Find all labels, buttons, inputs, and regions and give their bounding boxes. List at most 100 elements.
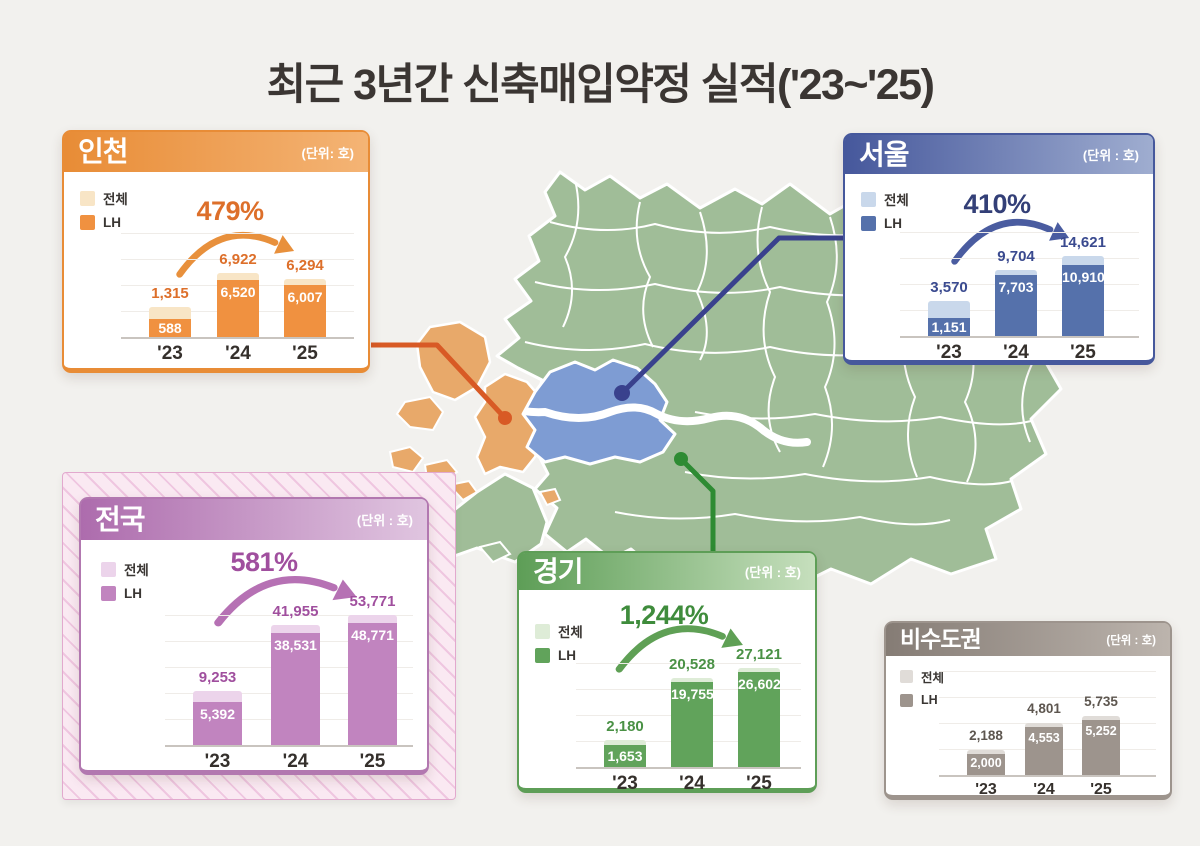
panel-body: 전체 LH 581% 9,253 5,392 '23 41,955 38,531 '24 5… <box>81 540 427 772</box>
x-tick-label: '25 <box>1090 781 1112 798</box>
panel-title: 서울 <box>859 138 910 170</box>
bar-lh-value: 1,653 <box>607 747 643 764</box>
bar-chart: 2,180 1,653 '23 20,528 19,755 '24 27,121 26,602… <box>519 590 815 793</box>
legend-item-total: 전체 <box>80 188 128 208</box>
panel-header: 경기 (단위 : 호) <box>519 553 815 590</box>
legend-swatch-lh-icon <box>535 648 550 663</box>
x-tick-label: '24 <box>1003 342 1029 363</box>
legend-label-total: 전체 <box>124 563 149 578</box>
bar-total-value: 14,621 <box>1060 234 1106 251</box>
chart-legend: 전체 LH <box>535 621 583 663</box>
bar-lh-value: 5,252 <box>1085 724 1117 738</box>
gridline <box>165 615 413 616</box>
legend-label-lh: LH <box>124 586 142 601</box>
panel-unit-label: (단위 : 호) <box>1106 634 1156 647</box>
chart-legend: 전체 LH <box>80 188 128 230</box>
chart-legend: 전체 LH <box>900 667 944 707</box>
x-tick-label: '23 <box>975 781 997 798</box>
panel-title: 비수도권 <box>900 626 982 652</box>
gridline <box>900 258 1139 259</box>
bar-total-value: 9,704 <box>997 248 1035 265</box>
bar-lh-value: 26,602 <box>738 676 781 692</box>
bar-lh-value: 1,151 <box>931 318 967 335</box>
x-axis <box>165 745 413 747</box>
jeonguk-panel: 전국 (단위 : 호) 전체 LH 581% 9,253 5,392 '23 41,9… <box>79 497 429 775</box>
legend-swatch-lh-icon <box>900 693 913 707</box>
bar-total-value: 5,735 <box>1084 694 1118 709</box>
x-tick-label: '24 <box>282 751 309 772</box>
growth-percent: 1,244% <box>619 600 709 630</box>
incheon-panel: 인천 (단위: 호) 전체 LH 479% 1,315 588 '23 6,922 6,… <box>62 130 370 373</box>
legend-label-total: 전체 <box>921 671 945 685</box>
panel-title: 전국 <box>95 503 146 535</box>
map-island-ganghwa <box>415 320 492 402</box>
legend-swatch-total-icon <box>535 623 550 639</box>
bar-total-value: 6,294 <box>286 257 324 274</box>
panel-unit-label: (단위 : 호) <box>356 513 413 528</box>
bar-lh-value: 10,910 <box>1062 269 1105 285</box>
gridline <box>121 259 354 260</box>
bar-lh <box>1025 727 1063 775</box>
bar-total-value: 3,570 <box>930 279 968 296</box>
x-tick-label: '25 <box>292 343 318 364</box>
legend-swatch-total-icon <box>900 670 913 683</box>
bar-total-value: 53,771 <box>349 593 396 610</box>
gridline <box>121 233 354 234</box>
x-tick-label: '25 <box>746 773 772 794</box>
legend-label-total: 전체 <box>884 193 909 208</box>
bar-chart: 3,570 1,151 '23 9,704 7,703 '24 14,621 10,910 '2… <box>845 174 1153 363</box>
bar-total-value: 4,801 <box>1027 701 1061 716</box>
bar-lh <box>217 280 259 337</box>
map-island-green <box>478 540 512 564</box>
legend-label-lh: LH <box>103 215 121 230</box>
legend-label-lh: LH <box>558 648 576 663</box>
bar-total-value: 9,253 <box>198 669 237 686</box>
chart-legend: 전체 LH <box>101 559 149 601</box>
legend-item-lh: LH <box>80 215 128 230</box>
panel-title: 인천 <box>78 136 129 167</box>
bar-total-value: 1,315 <box>151 285 189 302</box>
legend-item-lh: LH <box>535 648 583 663</box>
legend-swatch-lh-icon <box>861 216 876 231</box>
x-tick-label: '24 <box>225 343 251 364</box>
han-river <box>497 393 811 447</box>
growth-arrow-icon <box>615 625 743 673</box>
x-tick-label: '25 <box>1070 342 1096 363</box>
x-tick-label: '23 <box>157 343 183 364</box>
panel-unit-label: (단위 : 호) <box>744 565 801 580</box>
bar-total-value: 2,188 <box>969 728 1003 743</box>
growth-arrow-icon <box>214 576 357 627</box>
growth-arrow-icon <box>951 219 1070 265</box>
bar-lh-value: 588 <box>158 319 182 336</box>
growth-percent: 479% <box>196 196 264 226</box>
bar-lh-value: 19,755 <box>671 686 714 702</box>
panel-header: 비수도권 (단위 : 호) <box>886 623 1170 656</box>
page-title: 최근 3년간 신축매입약정 실적('23~'25) <box>266 61 935 109</box>
x-tick-label: '24 <box>1033 781 1055 798</box>
bar-lh-value: 38,531 <box>274 637 317 653</box>
bar-lh <box>271 633 320 745</box>
legend-label-lh: LH <box>884 216 902 231</box>
bar-total-value: 2,180 <box>606 718 644 735</box>
bar-lh <box>149 319 191 337</box>
x-tick-label: '23 <box>936 342 962 363</box>
bar-lh <box>928 318 970 336</box>
legend-swatch-total-icon <box>80 190 95 206</box>
x-tick-label: '23 <box>204 751 231 772</box>
legend-item-lh: LH <box>861 216 909 231</box>
bar-lh <box>738 672 780 767</box>
growth-percent: 581% <box>230 547 298 577</box>
bar-lh <box>193 702 242 745</box>
bar-lh-value: 6,007 <box>287 289 323 305</box>
panel-header: 서울 (단위 : 호) <box>845 135 1153 174</box>
legend-item-lh: LH <box>101 586 149 601</box>
legend-swatch-total-icon <box>861 191 876 207</box>
bar-chart: 1,315 588 '23 6,922 6,520 '24 6,294 6,007 '25 <box>64 172 368 368</box>
bar-lh <box>284 285 326 337</box>
legend-item-lh: LH <box>900 693 944 707</box>
legend-swatch-lh-icon <box>80 215 95 230</box>
bar-lh-value: 7,703 <box>998 279 1034 295</box>
legend-swatch-total-icon <box>101 561 116 577</box>
growth-percent: 410% <box>963 189 1031 219</box>
